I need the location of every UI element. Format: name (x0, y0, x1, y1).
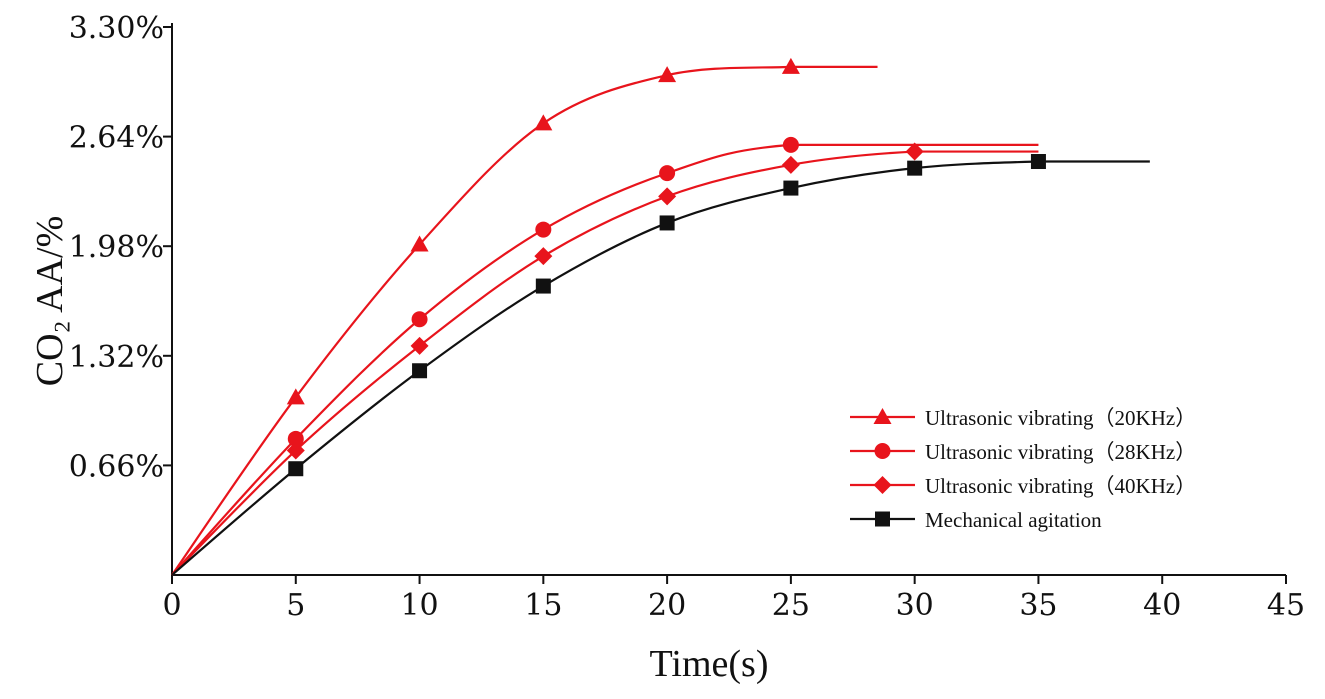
series-2 (171, 136, 1039, 576)
legend-item-3: Ultrasonic vibrating（40KHz） (850, 474, 1196, 498)
data-point-circle (535, 221, 552, 238)
data-point-square (1030, 154, 1046, 170)
legend: Ultrasonic vibrating（20KHz） Ultrasonic vi… (850, 406, 1196, 532)
y-tick-label: 1.98% (69, 230, 164, 265)
series-line (171, 150, 1039, 576)
legend-item-1: Ultrasonic vibrating（20KHz） (850, 406, 1196, 430)
legend-marker-circle (874, 443, 891, 459)
legend-label: Ultrasonic vibrating（40KHz） (925, 474, 1196, 498)
data-point-circle (287, 430, 304, 447)
y-axis-title: CO₂ AA/% (29, 216, 71, 387)
data-point-triangle (534, 114, 553, 131)
legend-marker-diamond (873, 476, 892, 494)
legend-label: Ultrasonic vibrating（28KHz） (925, 440, 1196, 464)
y-tick-label: 2.64% (69, 121, 164, 156)
series-3 (171, 142, 1039, 576)
data-point-square (412, 363, 428, 379)
data-point-diamond (534, 247, 553, 266)
series-1 (171, 57, 878, 576)
y-tick-label: 0.66% (69, 449, 164, 484)
x-tick-label: 25 (772, 588, 810, 623)
x-tick-label: 35 (1019, 588, 1057, 623)
series-line (171, 65, 878, 576)
data-point-triangle (286, 388, 305, 405)
y-tick-label: 3.30% (69, 11, 164, 46)
data-point-square (783, 180, 799, 196)
data-point-diamond (781, 155, 800, 174)
x-tick-label: 10 (400, 588, 438, 623)
data-point-circle (659, 165, 676, 182)
data-point-triangle (410, 235, 429, 252)
legend-item-4: Mechanical agitation (850, 508, 1102, 532)
data-point-diamond (286, 441, 305, 460)
y-tick-label: 1.32% (69, 340, 164, 375)
series-4 (171, 154, 1150, 576)
data-point-circle (782, 136, 799, 153)
data-point-square (659, 215, 675, 231)
x-tick-label: 30 (896, 588, 934, 623)
data-point-square (288, 461, 304, 477)
data-point-square (907, 160, 923, 176)
legend-marker-square (875, 511, 890, 527)
series-line (171, 143, 1039, 576)
legend-item-2: Ultrasonic vibrating（28KHz） (850, 440, 1196, 464)
x-tick-label: 45 (1267, 588, 1305, 623)
x-tick-label: 40 (1143, 588, 1181, 623)
x-axis-title: Time(s) (650, 643, 769, 685)
legend-marker-triangle (873, 408, 892, 424)
x-tick-label: 15 (524, 588, 562, 623)
data-point-diamond (905, 142, 924, 161)
data-point-square (535, 278, 551, 294)
x-tick-label: 5 (286, 588, 305, 623)
x-tick-label: 0 (162, 588, 181, 623)
data-point-diamond (658, 187, 677, 206)
legend-label: Ultrasonic vibrating（20KHz） (925, 406, 1196, 430)
data-point-circle (411, 311, 428, 328)
x-tick-label: 20 (648, 588, 686, 623)
legend-label: Mechanical agitation (925, 508, 1102, 532)
series-group (171, 57, 1150, 576)
series-line (171, 160, 1150, 576)
data-point-triangle (658, 66, 677, 83)
axes: 0 5 10 15 20 25 30 35 40 45 0.66% 1.32% 1.98% 2.64% 3.… (69, 11, 1305, 623)
data-point-triangle (781, 57, 800, 74)
data-point-diamond (410, 336, 429, 355)
